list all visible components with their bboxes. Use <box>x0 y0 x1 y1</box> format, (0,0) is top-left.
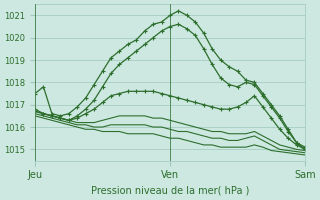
X-axis label: Pression niveau de la mer( hPa ): Pression niveau de la mer( hPa ) <box>91 186 249 196</box>
